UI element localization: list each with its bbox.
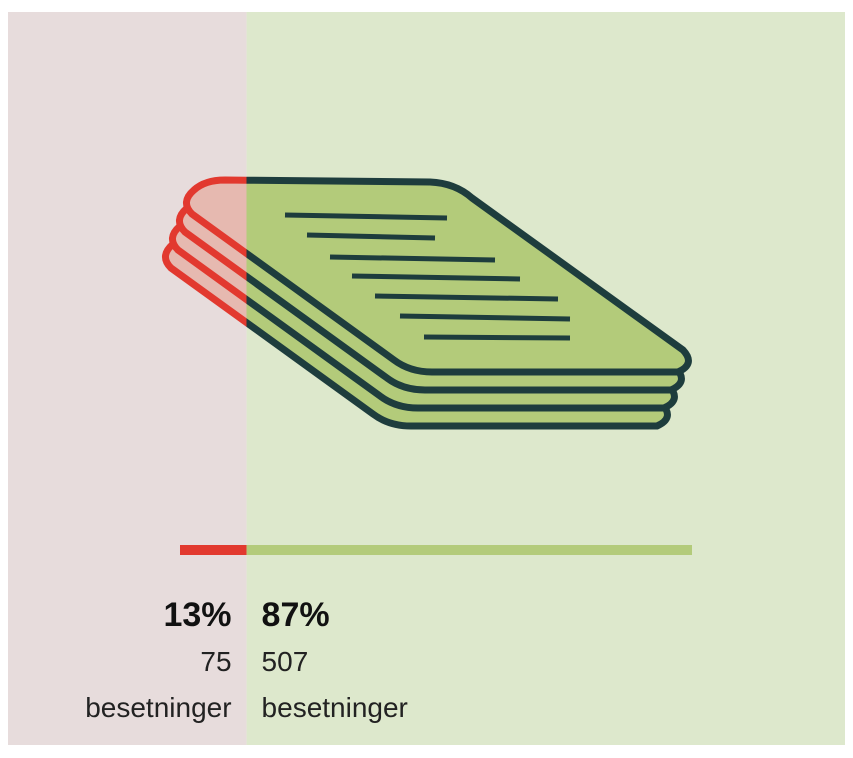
text-line [329, 254, 496, 263]
sheet [183, 176, 247, 258]
icon-part [246, 176, 692, 430]
text-line [306, 232, 436, 241]
document-stack-icon [162, 176, 692, 430]
count-label: 507 [262, 646, 309, 677]
percent-label: 87% [262, 596, 330, 634]
labels: 13% 75 besetninger 87% 507 besetninger [85, 596, 408, 723]
unit-label: besetninger [85, 692, 231, 723]
bar-segment [246, 545, 692, 555]
text-line [399, 313, 571, 322]
count-label: 75 [200, 646, 231, 677]
text-line [284, 212, 448, 221]
text-line [351, 273, 521, 282]
bar-segment [180, 545, 247, 555]
unit-label: besetninger [262, 692, 408, 723]
icon-part [162, 176, 247, 327]
split-bar [180, 545, 692, 555]
text-line [423, 334, 571, 341]
percent-label: 13% [163, 596, 231, 634]
text-line [374, 293, 559, 302]
background-left [8, 12, 247, 745]
